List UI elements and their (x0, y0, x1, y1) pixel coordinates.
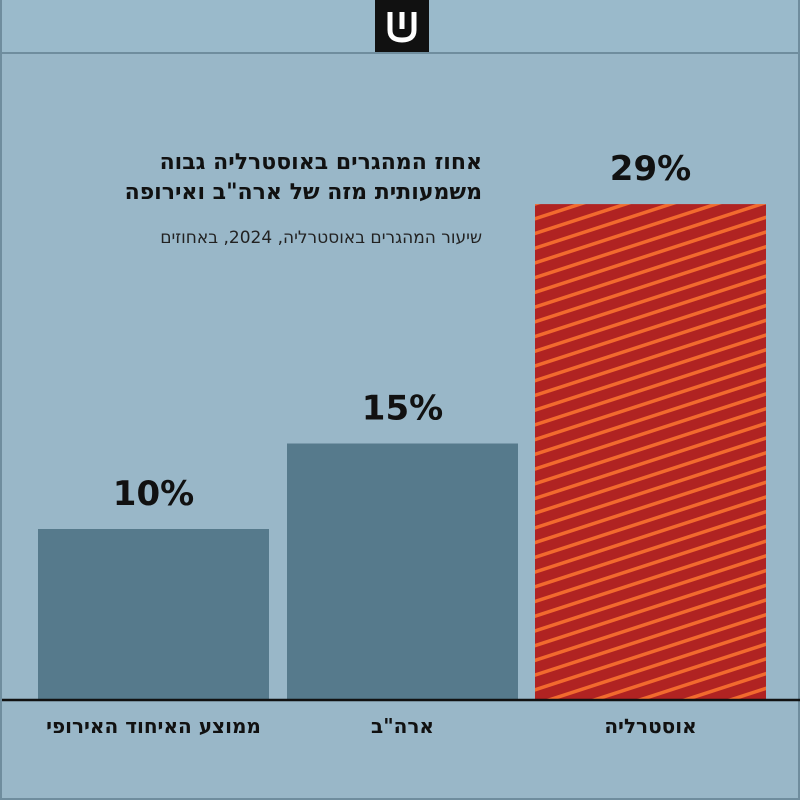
bar-2 (535, 204, 766, 700)
bar-0 (38, 529, 269, 700)
chart-title-line-2: משמעותית מזה של ארה"ב ואירופה (124, 180, 482, 205)
category-label-1: ארה"ב (371, 714, 434, 738)
chart-title-line-1: אחוז המהגרים באוסטרליה גבוה (159, 150, 482, 175)
category-label-2: אוסטרליה (604, 714, 696, 738)
bar-1 (287, 443, 518, 700)
shin-logo-icon (375, 0, 429, 52)
chart-subtitle: שיעור המהגרים באוסטרליה, 2024, באחוזים (160, 228, 482, 248)
header-bar (2, 0, 798, 54)
chart-title: אחוז המהגרים באוסטרליה גבוה משמעותית מזה… (22, 148, 482, 208)
value-label-0: 10% (113, 474, 194, 514)
category-label-0: ממוצע האיחוד האירופי (46, 714, 261, 738)
value-label-1: 15% (362, 389, 443, 429)
value-label-2: 29% (610, 149, 691, 189)
